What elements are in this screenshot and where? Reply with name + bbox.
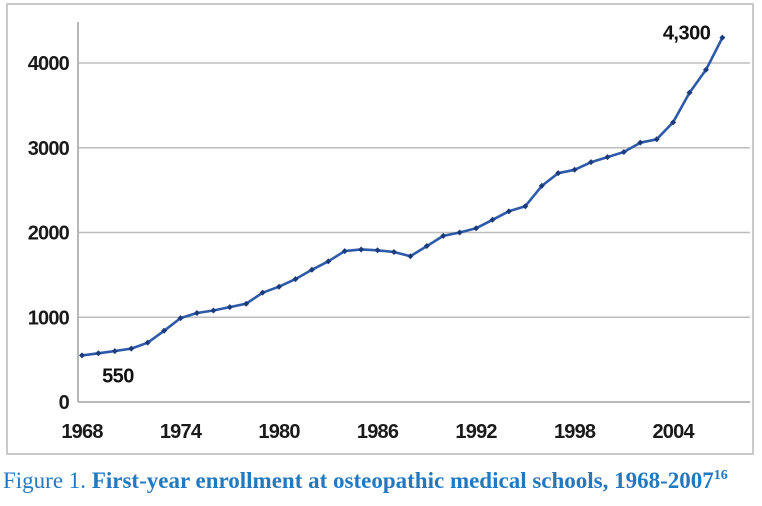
x-tick-label-1998: 1998	[554, 421, 596, 443]
data-point-2003	[653, 136, 660, 143]
data-point-1979	[259, 289, 266, 296]
data-point-1971	[128, 345, 135, 352]
figure-caption-title: First-year enrollment at osteopathic med…	[86, 468, 714, 493]
x-tick-label-1974: 1974	[160, 421, 203, 443]
annotation-4300: 4,300	[663, 23, 711, 45]
data-point-1990	[440, 232, 447, 239]
x-tick-label-1980: 1980	[258, 421, 300, 443]
data-point-2006	[702, 66, 709, 73]
data-line	[80, 36, 724, 357]
figure-caption-prefix: Figure 1.	[3, 468, 87, 493]
y-tick-label-1000: 1000	[28, 307, 70, 329]
data-point-1994	[505, 208, 512, 215]
chart-canvas: 0 1000 2000 3000 4000 1968 1974 1980 1986 1992 199…	[28, 22, 750, 443]
data-point-1980	[276, 283, 283, 290]
data-point-1985	[358, 246, 365, 253]
data-point-1973	[161, 327, 168, 334]
data-point-2007	[719, 34, 726, 41]
data-point-1997	[555, 170, 562, 177]
y-tick-label-4000: 4000	[28, 53, 70, 75]
figure-caption-reference: 16	[713, 468, 728, 483]
data-point-1988	[407, 253, 414, 260]
data-point-1984	[341, 248, 348, 255]
data-point-1974	[177, 315, 184, 322]
data-point-1970	[111, 348, 118, 355]
x-tick-label-1992: 1992	[455, 421, 497, 443]
data-point-2000	[604, 154, 611, 161]
annotation-550: 550	[102, 365, 134, 387]
data-point-1996	[538, 182, 545, 189]
data-point-2005	[686, 89, 693, 96]
data-point-1999	[588, 159, 595, 166]
data-point-1998	[571, 166, 578, 173]
figure-caption: Figure 1. First-year enrollment at osteo…	[3, 466, 759, 496]
data-point-1986	[374, 247, 381, 254]
data-point-1977	[226, 304, 233, 311]
data-point-1991	[456, 229, 463, 236]
data-point-1969	[95, 350, 102, 357]
data-point-1978	[243, 300, 250, 307]
data-point-1993	[489, 216, 496, 223]
data-point-1972	[144, 339, 151, 346]
data-point-1982	[308, 266, 315, 273]
x-tick-label-1986: 1986	[357, 421, 399, 443]
data-point-2001	[620, 148, 627, 155]
data-point-1968	[79, 352, 85, 359]
enrollment-chart: 0 1000 2000 3000 4000 1968 1974 1980 1986 1992 199…	[6, 3, 754, 455]
y-tick-label-2000: 2000	[28, 223, 70, 245]
data-point-1983	[325, 258, 332, 265]
x-tick-label-1968: 1968	[61, 421, 103, 443]
data-point-1992	[473, 225, 480, 232]
data-point-1975	[193, 310, 200, 317]
data-point-1976	[210, 307, 217, 314]
data-point-1995	[522, 203, 529, 210]
data-point-2002	[637, 139, 644, 146]
data-point-1981	[292, 276, 299, 283]
x-tick-label-2004: 2004	[652, 421, 695, 443]
y-tick-label-3000: 3000	[28, 138, 70, 160]
data-point-2004	[670, 119, 677, 126]
data-point-1987	[390, 248, 397, 255]
data-point-1989	[423, 243, 430, 250]
y-tick-label-0: 0	[59, 392, 70, 414]
